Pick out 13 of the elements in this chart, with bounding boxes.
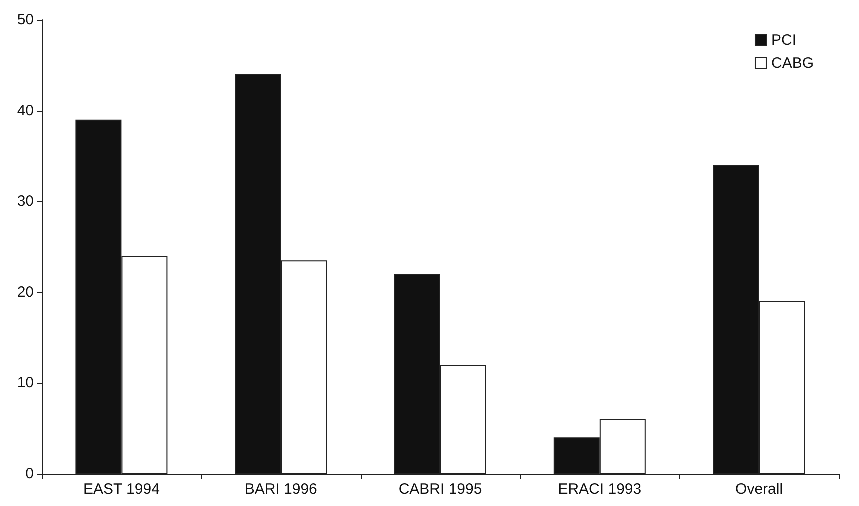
- y-tick-label: 20: [17, 284, 34, 301]
- x-tick-label: ERACI 1993: [558, 481, 642, 498]
- x-tick-label: Overall: [736, 481, 784, 498]
- x-tick-label: CABRI 1995: [398, 481, 482, 498]
- y-tick-label: 50: [17, 12, 34, 28]
- legend-label: PCI: [771, 32, 797, 49]
- y-tick-label: 0: [26, 466, 34, 482]
- y-tick-label: 10: [17, 374, 34, 392]
- y-tick-label: 40: [17, 102, 34, 120]
- y-tick-label: 30: [17, 193, 34, 210]
- legend-label: CABG: [771, 55, 814, 72]
- x-tick-label: BARI 1996: [244, 481, 318, 498]
- x-tick-label: EAST 1994: [83, 481, 160, 498]
